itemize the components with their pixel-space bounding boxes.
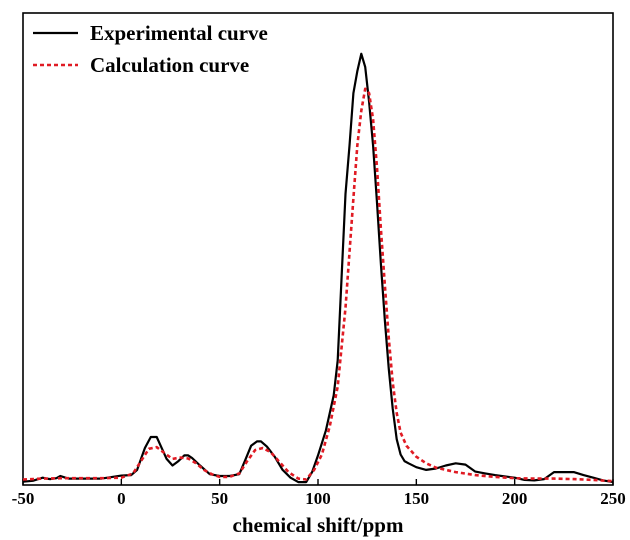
x-tick-label: 200: [502, 489, 528, 508]
x-tick-label: 150: [404, 489, 430, 508]
x-axis-label: chemical shift/ppm: [233, 513, 404, 537]
legend-label: Experimental curve: [90, 21, 268, 45]
series-layer: [22, 52, 614, 484]
legend: Experimental curve Calculation curve: [33, 21, 268, 77]
x-tick-label: -50: [12, 489, 35, 508]
x-axis-ticks: -50 0 50 100 150 200 250: [12, 479, 626, 508]
legend-label: Calculation curve: [90, 53, 249, 77]
plot-area-frame: [22, 12, 614, 486]
x-tick-label: 250: [600, 489, 626, 508]
series-line-experimental: [22, 52, 614, 484]
x-tick-label: 50: [211, 489, 228, 508]
x-tick-label: 100: [305, 489, 331, 508]
x-tick-label: 0: [117, 489, 126, 508]
series-line-calculation: [22, 87, 614, 483]
